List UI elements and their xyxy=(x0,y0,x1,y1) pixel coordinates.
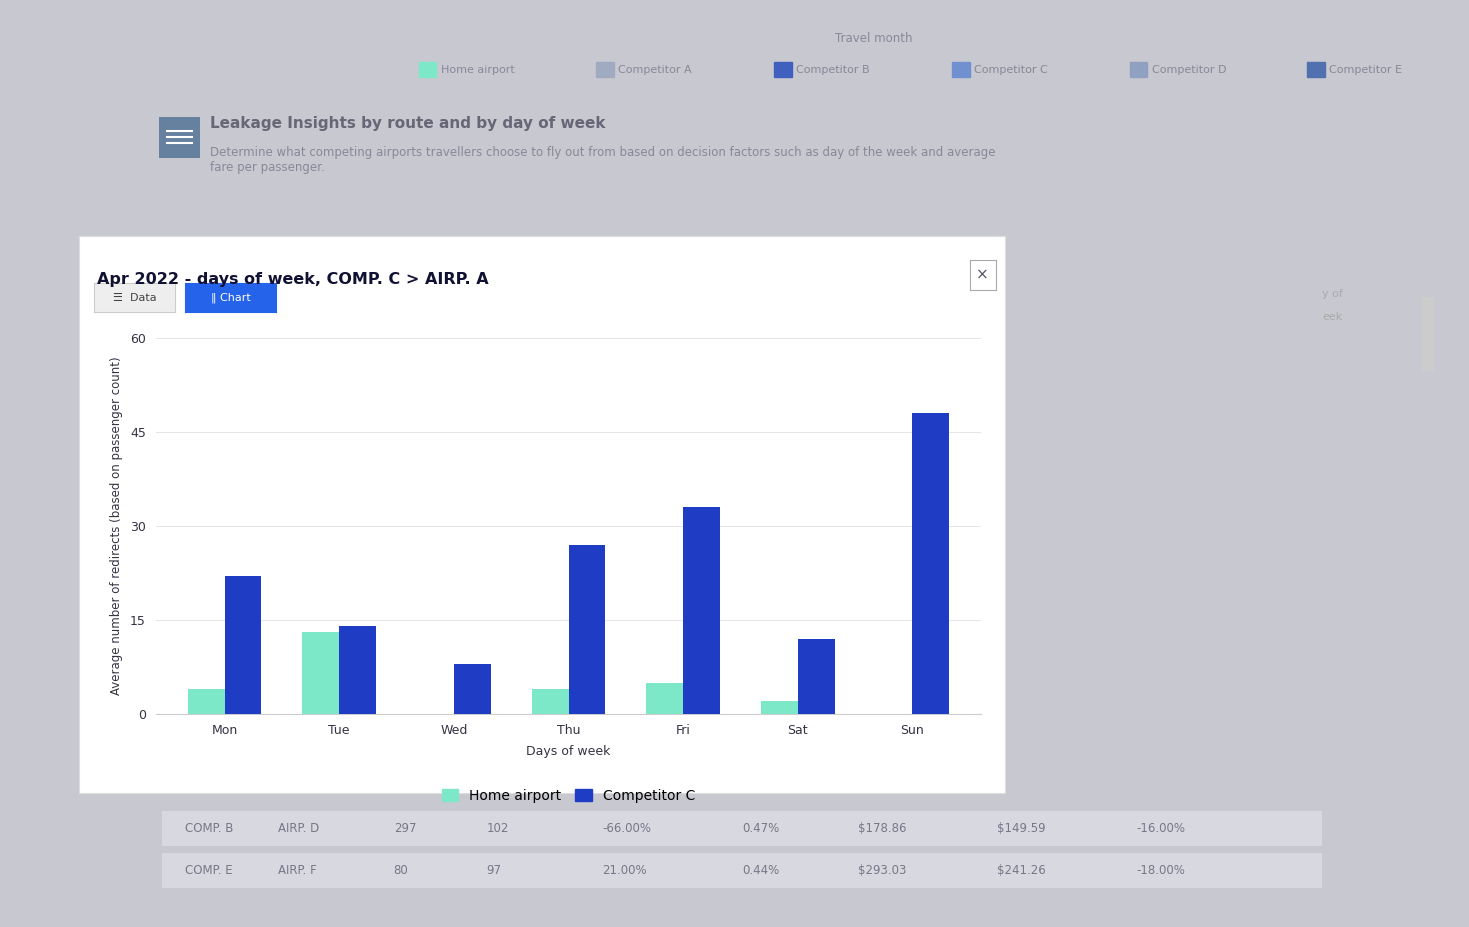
Bar xyxy=(532,689,569,714)
Bar xyxy=(761,702,798,714)
Bar xyxy=(339,627,376,714)
Text: 97: 97 xyxy=(486,864,501,877)
Text: Apr 2022 - days of week, COMP. C > AIRP. A: Apr 2022 - days of week, COMP. C > AIRP.… xyxy=(97,272,489,286)
Text: -66.00%: -66.00% xyxy=(602,822,652,835)
Text: $241.26: $241.26 xyxy=(997,864,1046,877)
Text: $293.03: $293.03 xyxy=(858,864,906,877)
Bar xyxy=(912,413,949,714)
Text: ×: × xyxy=(977,268,989,283)
Text: Competitor B: Competitor B xyxy=(796,65,870,74)
Y-axis label: Average number of redirects (based on passenger count): Average number of redirects (based on pa… xyxy=(110,357,123,695)
Text: 0.44%: 0.44% xyxy=(742,864,779,877)
Text: Leakage Insights by route and by day of week: Leakage Insights by route and by day of … xyxy=(210,116,605,131)
Text: Determine what competing airports travellers choose to fly out from based on dec: Determine what competing airports travel… xyxy=(210,146,996,173)
Bar xyxy=(569,545,605,714)
Bar xyxy=(188,689,225,714)
Text: 0.47%: 0.47% xyxy=(742,822,779,835)
Text: Competitor C: Competitor C xyxy=(974,65,1047,74)
Text: -18.00%: -18.00% xyxy=(1137,864,1185,877)
Bar xyxy=(225,576,261,714)
Bar xyxy=(646,682,683,714)
Bar xyxy=(303,632,339,714)
Bar xyxy=(454,664,491,714)
Bar xyxy=(683,507,720,714)
Text: ☰  Data: ☰ Data xyxy=(113,293,156,302)
Text: COMP. B: COMP. B xyxy=(185,822,234,835)
Text: ‖ Chart: ‖ Chart xyxy=(210,292,251,303)
Text: AIRP. D: AIRP. D xyxy=(278,822,319,835)
Text: 102: 102 xyxy=(486,822,508,835)
Text: AIRP. F: AIRP. F xyxy=(278,864,316,877)
X-axis label: Days of week: Days of week xyxy=(526,745,611,758)
Text: $178.86: $178.86 xyxy=(858,822,906,835)
Text: 21.00%: 21.00% xyxy=(602,864,648,877)
Text: 297: 297 xyxy=(394,822,416,835)
Text: Competitor E: Competitor E xyxy=(1329,65,1403,74)
Text: Competitor A: Competitor A xyxy=(618,65,692,74)
Text: eek: eek xyxy=(1322,311,1343,322)
Text: 80: 80 xyxy=(394,864,408,877)
Bar xyxy=(798,639,834,714)
Text: Travel month: Travel month xyxy=(836,32,912,44)
Text: Home airport: Home airport xyxy=(441,65,514,74)
Text: COMP. E: COMP. E xyxy=(185,864,232,877)
Text: Competitor D: Competitor D xyxy=(1152,65,1227,74)
Text: y of: y of xyxy=(1322,288,1343,298)
Text: -16.00%: -16.00% xyxy=(1137,822,1185,835)
Text: $149.59: $149.59 xyxy=(997,822,1046,835)
Legend: Home airport, Competitor C: Home airport, Competitor C xyxy=(436,783,701,808)
